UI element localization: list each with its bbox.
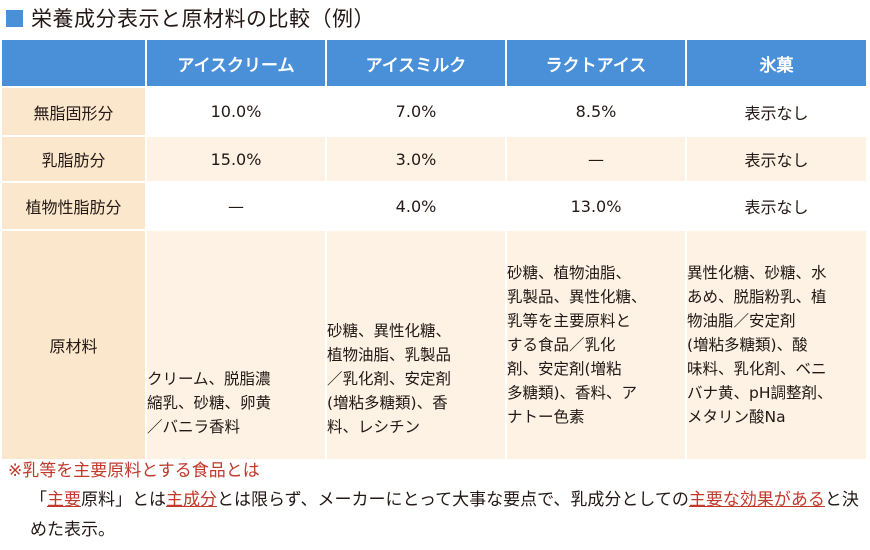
header-ice-milk: アイスミルク <box>325 38 507 88</box>
header-ice-cream: アイスクリーム <box>145 38 327 88</box>
emphasis-text: 主要な効果がある <box>688 490 825 510</box>
note-body: 「主要原料」とは主成分とは限らず、メーカーにとって大事な要点で、乳成分としての主… <box>30 490 859 540</box>
row-label: 乳脂肪分 <box>0 135 147 183</box>
row-label: 原材料 <box>0 229 147 461</box>
table-row: 植物性脂肪分 — 4.0% 13.0% 表示なし <box>0 181 868 231</box>
row-label: 植物性脂肪分 <box>0 181 147 231</box>
table-cell: 15.0% <box>145 135 327 183</box>
table-cell: 表示なし <box>685 181 868 231</box>
page-title: 栄養成分表示と原材料の比較（例） <box>31 7 375 31</box>
title-square-icon <box>6 9 23 27</box>
table-cell: 7.0% <box>325 86 507 137</box>
header-hyoka: 氷菓 <box>685 38 868 88</box>
table-row: 無脂固形分 10.0% 7.0% 8.5% 表示なし <box>0 86 868 137</box>
table-cell: 10.0% <box>145 86 327 137</box>
emphasis-text: 主要 <box>47 490 81 510</box>
header-lacto-ice: ラクトアイス <box>505 38 687 88</box>
table-cell: — <box>145 181 327 231</box>
table-cell: 8.5% <box>505 86 687 137</box>
table-cell: 3.0% <box>325 135 507 183</box>
table-cell: — <box>505 135 687 183</box>
ingredients-cell: 異性化糖、砂糖、水 あめ、脱脂粉乳、植 物油脂／安定剤 (増粘多糖類)、酸 味料… <box>685 229 868 461</box>
emphasis-text: 主成分 <box>166 490 217 510</box>
comparison-table: アイスクリーム アイスミルク ラクトアイス 氷菓 無脂固形分 10.0% 7.0… <box>0 38 868 461</box>
table-cell: 表示なし <box>685 135 868 183</box>
ingredients-cell: 砂糖、異性化糖、 植物油脂、乳製品 ／乳化剤、安定剤 (増粘多糖類)、香 料、レ… <box>325 229 507 461</box>
table-cell: 13.0% <box>505 181 687 231</box>
ingredients-cell: クリーム、脱脂濃 縮乳、砂糖、卵黄 ／バニラ香料 <box>145 229 327 461</box>
page-title-row: 栄養成分表示と原材料の比較（例） <box>6 3 375 33</box>
table-cell: 表示なし <box>685 86 868 137</box>
table-cell: 4.0% <box>325 181 507 231</box>
table-row: 乳脂肪分 15.0% 3.0% — 表示なし <box>0 135 868 183</box>
table-row-ingredients: 原材料 クリーム、脱脂濃 縮乳、砂糖、卵黄 ／バニラ香料 砂糖、異性化糖、 植物… <box>0 229 868 461</box>
note-heading: ※乳等を主要原料とする食品とは <box>8 461 260 481</box>
row-label: 無脂固形分 <box>0 86 147 137</box>
ingredients-cell: 砂糖、植物油脂、 乳製品、異性化糖、 乳等を主要原料と する食品／乳化 剤、安定… <box>505 229 687 461</box>
header-corner <box>0 38 147 88</box>
table-header-row: アイスクリーム アイスミルク ラクトアイス 氷菓 <box>0 38 868 88</box>
